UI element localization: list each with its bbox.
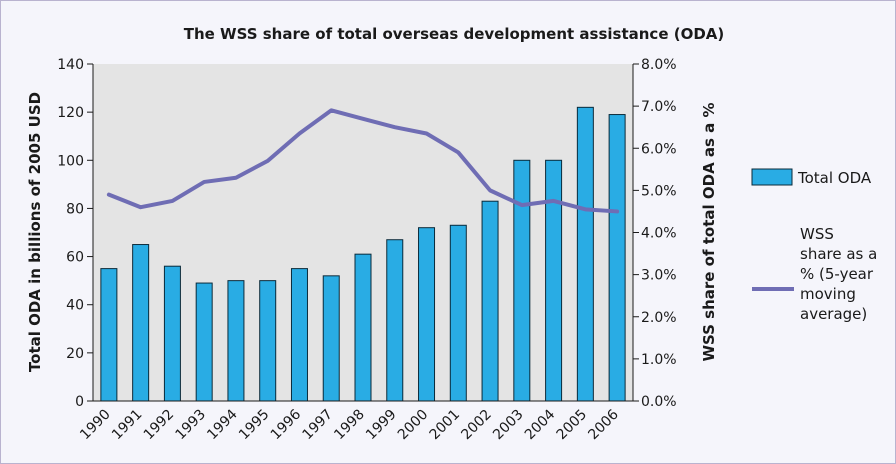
x-tick-label: 2001 [427,407,464,444]
right-tick-label: 7.0% [641,99,677,115]
bar-1990 [100,268,118,402]
bar-2003 [513,159,531,402]
right-tick-label: 6.0% [641,141,677,157]
right-tick-label: 3.0% [641,268,677,284]
bar-2005 [576,106,594,402]
legend-line-label: WSS share as a % (5-year moving average) [800,225,877,323]
legend-line-label-line: % (5-year [800,265,874,283]
left-tick-label: 120 [57,105,84,121]
right-tick-label: 2.0% [641,310,677,326]
bar-1998 [354,253,372,402]
x-tick-label: 2006 [585,406,622,443]
x-tick-label: 1998 [331,407,368,444]
legend: Total ODA WSS share as a % (5-year moving av… [751,168,877,323]
left-axis-ticks: 0 20 40 60 80 100 120 140 [57,57,93,410]
bar-1992 [163,265,181,402]
left-axis-title: Total ODA in billions of 2005 USD [26,92,44,372]
bar-2002 [481,200,499,402]
bar-1995 [259,280,277,402]
legend-line-label-line: WSS [800,225,834,243]
right-tick-label: 4.0% [641,226,677,242]
bar-1996 [290,268,308,402]
bar-2001 [449,224,467,402]
x-axis-ticks: 1990199119921993199419951996199719981999… [77,406,622,443]
left-tick-label: 40 [66,298,84,314]
bar-2000 [418,227,436,402]
right-tick-label: 8.0% [641,57,677,73]
x-tick-label: 2003 [490,407,527,444]
right-tick-label: 1.0% [641,352,677,368]
x-tick-label: 1994 [204,406,241,443]
left-tick-label: 80 [66,201,84,217]
x-tick-label: 1995 [236,407,273,444]
right-axis-title: WSS share of total ODA as a % [700,102,718,361]
left-tick-label: 140 [57,57,84,73]
legend-line-label-line: average) [800,305,867,323]
x-tick-label: 1999 [363,407,400,444]
x-tick-label: 2002 [458,407,495,444]
chart-title: The WSS share of total overseas developm… [184,25,725,43]
legend-bar-swatch [751,168,793,186]
bar-series [100,106,626,402]
left-tick-label: 20 [66,346,84,362]
bar-1997 [322,275,340,402]
bar-1999 [386,239,404,402]
bar-1993 [195,282,213,402]
x-tick-label: 1992 [141,407,178,444]
bar-2006 [608,114,626,402]
x-tick-label: 1997 [300,407,337,444]
bar-1991 [132,244,150,402]
bar-1994 [227,280,245,402]
x-tick-label: 1996 [268,406,305,443]
x-tick-label: 1990 [77,407,114,444]
x-tick-label: 1993 [172,407,209,444]
left-tick-label: 100 [57,153,84,169]
bar-2004 [545,159,563,402]
legend-line-label-line: share as a [800,245,877,263]
right-tick-label: 0.0% [641,394,677,410]
left-tick-label: 0 [75,394,84,410]
x-tick-label: 1991 [109,407,146,444]
legend-bar-label: Total ODA [797,169,872,187]
x-tick-label: 2000 [395,407,432,444]
left-tick-label: 60 [66,250,84,266]
right-axis-ticks: 0.0% 1.0% 2.0% 3.0% 4.0% 5.0% 6.0% 7.0% 8.0% [633,57,677,410]
x-tick-label: 2005 [554,407,591,444]
right-tick-label: 5.0% [641,183,677,199]
legend-line-label-line: moving [800,285,856,303]
line-series [106,108,620,214]
x-tick-label: 2004 [522,406,559,443]
